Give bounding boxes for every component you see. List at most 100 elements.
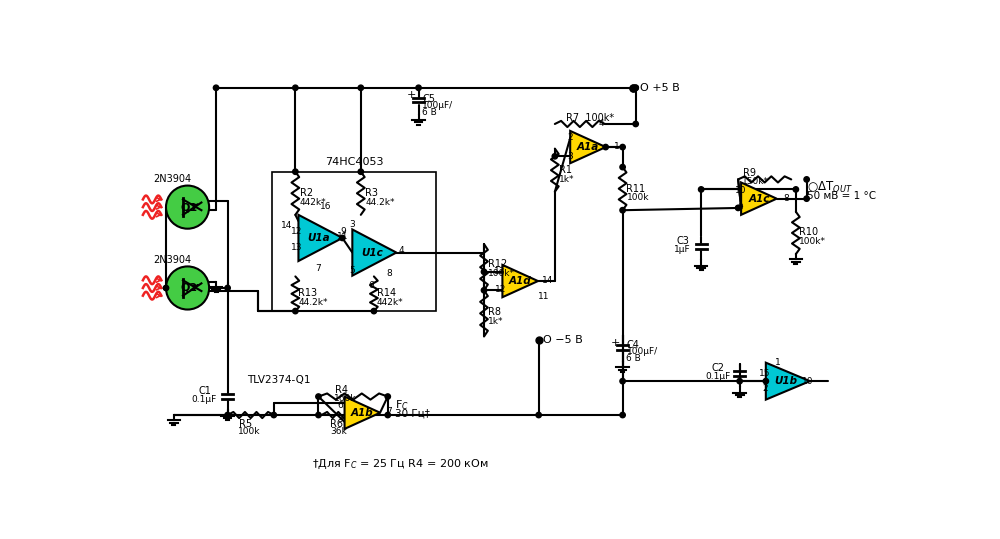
Text: R7  100k*: R7 100k* <box>566 113 615 123</box>
Text: 74HC4053: 74HC4053 <box>325 157 383 167</box>
Polygon shape <box>345 397 380 429</box>
Text: 100µF/: 100µF/ <box>422 101 454 110</box>
Text: 9: 9 <box>738 203 743 212</box>
Text: C4: C4 <box>626 340 639 350</box>
Circle shape <box>735 205 741 211</box>
Text: 1µF: 1µF <box>674 245 691 254</box>
Text: R9: R9 <box>744 168 757 178</box>
Polygon shape <box>766 363 810 399</box>
Text: 1k*: 1k* <box>559 175 574 184</box>
Text: 12: 12 <box>494 285 506 294</box>
Circle shape <box>358 85 364 91</box>
Text: 150k*: 150k* <box>742 177 769 186</box>
Text: 7: 7 <box>315 264 321 273</box>
Text: 36k: 36k <box>330 427 347 437</box>
Circle shape <box>737 378 742 384</box>
Text: 2N3904: 2N3904 <box>153 255 191 265</box>
Circle shape <box>536 412 541 418</box>
Text: 6 В: 6 В <box>626 354 641 363</box>
Polygon shape <box>352 230 396 275</box>
Circle shape <box>371 308 377 314</box>
Text: 0.1µF: 0.1µF <box>705 372 731 381</box>
Text: F$_C$: F$_C$ <box>395 398 409 412</box>
Text: 100k*: 100k* <box>488 269 515 278</box>
Polygon shape <box>502 265 538 297</box>
Text: O +5 В: O +5 В <box>640 83 680 93</box>
Text: R6: R6 <box>330 419 343 429</box>
Text: 100k*: 100k* <box>799 237 826 245</box>
Circle shape <box>293 308 298 314</box>
Text: 13: 13 <box>494 267 506 277</box>
Text: TLV2374-Q1: TLV2374-Q1 <box>247 375 310 385</box>
Circle shape <box>316 394 321 399</box>
Text: U1b: U1b <box>774 376 797 386</box>
Text: 5: 5 <box>349 266 355 275</box>
Circle shape <box>804 177 809 182</box>
Text: 44.2k*: 44.2k* <box>365 198 395 207</box>
Text: 1: 1 <box>614 142 619 151</box>
Text: 15: 15 <box>759 369 771 378</box>
Circle shape <box>293 169 298 175</box>
Circle shape <box>416 85 421 91</box>
Text: R5: R5 <box>239 419 252 429</box>
Text: 2: 2 <box>567 133 573 142</box>
Text: O −5 В: O −5 В <box>543 335 583 344</box>
Text: 30 Гц†: 30 Гц† <box>395 409 430 418</box>
Circle shape <box>620 164 625 170</box>
Circle shape <box>633 121 638 127</box>
Text: +: + <box>407 91 416 100</box>
Circle shape <box>620 144 625 150</box>
Text: 50 мВ = 1 °C: 50 мВ = 1 °C <box>807 191 876 202</box>
Circle shape <box>271 412 276 418</box>
Text: R8: R8 <box>488 307 501 317</box>
Text: U1c: U1c <box>361 247 383 258</box>
Circle shape <box>620 208 625 213</box>
Text: ○ΔT$_{OUT}$: ○ΔT$_{OUT}$ <box>807 179 852 195</box>
Text: +: + <box>611 338 620 348</box>
Text: A1a: A1a <box>577 142 599 152</box>
Circle shape <box>385 412 390 418</box>
Circle shape <box>804 196 809 202</box>
Text: 11: 11 <box>538 292 549 301</box>
Circle shape <box>698 186 704 192</box>
Text: R11: R11 <box>626 184 646 194</box>
Text: R2: R2 <box>300 188 313 198</box>
Text: 13: 13 <box>291 243 303 252</box>
Circle shape <box>763 378 769 384</box>
Text: 14: 14 <box>541 276 553 285</box>
Circle shape <box>340 235 345 240</box>
Text: 2N3904: 2N3904 <box>153 175 191 184</box>
Circle shape <box>481 288 487 293</box>
Text: 5: 5 <box>337 415 343 424</box>
Text: 12: 12 <box>291 226 303 236</box>
Text: 44.2k*: 44.2k* <box>298 298 328 307</box>
Text: 14: 14 <box>281 221 293 230</box>
Text: 8: 8 <box>784 194 789 203</box>
Text: 100k: 100k <box>626 194 649 202</box>
Bar <box>272 172 436 311</box>
Circle shape <box>620 378 625 384</box>
Circle shape <box>620 412 625 418</box>
Text: 1k*: 1k* <box>488 316 503 326</box>
Text: R10: R10 <box>799 227 818 237</box>
Text: 4: 4 <box>399 246 404 255</box>
Text: C5: C5 <box>422 94 435 103</box>
Text: C3: C3 <box>676 236 689 246</box>
Text: A1b: A1b <box>351 407 374 418</box>
Circle shape <box>163 285 169 291</box>
Circle shape <box>225 285 230 291</box>
Circle shape <box>225 412 230 418</box>
Text: 1: 1 <box>775 358 781 367</box>
Text: R14: R14 <box>377 288 396 299</box>
Text: C2: C2 <box>712 363 725 373</box>
Polygon shape <box>741 183 777 215</box>
Text: †Для F$_C$ = 25 Гц R4 = 200 кОм: †Для F$_C$ = 25 Гц R4 = 200 кОм <box>312 458 489 471</box>
Text: U1a: U1a <box>307 233 330 243</box>
Text: A1c: A1c <box>748 194 770 204</box>
Text: 9: 9 <box>340 227 346 236</box>
Circle shape <box>793 186 799 192</box>
Text: R13: R13 <box>298 288 318 299</box>
Circle shape <box>385 394 390 399</box>
Circle shape <box>481 269 487 274</box>
Circle shape <box>633 85 638 91</box>
